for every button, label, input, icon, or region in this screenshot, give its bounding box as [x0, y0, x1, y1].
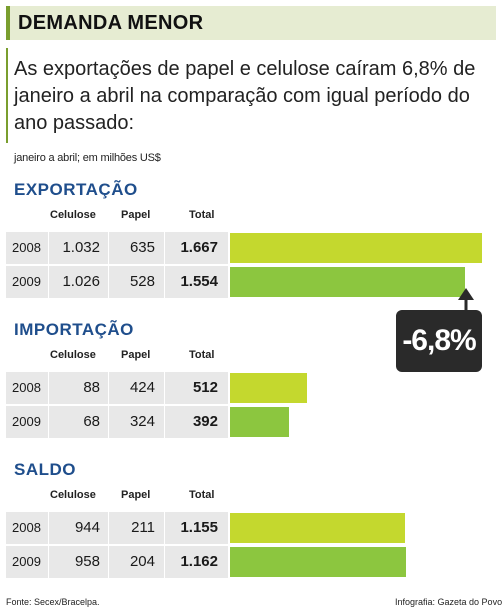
- total-value: 512: [192, 379, 218, 396]
- row-divider: [164, 372, 165, 404]
- callout-pointer: [458, 288, 474, 314]
- source-note: Fonte: Secex/Bracelpa.: [6, 597, 100, 607]
- total-value: 1.155: [180, 519, 218, 536]
- column-header-total: Total: [189, 349, 215, 361]
- row-divider: [108, 406, 109, 438]
- row-divider: [48, 406, 49, 438]
- row-divider: [108, 546, 109, 578]
- papel-value: 211: [131, 519, 155, 536]
- row-divider: [108, 512, 109, 544]
- change-badge: -6,8%: [396, 310, 482, 372]
- papel-value: 528: [129, 273, 155, 290]
- row-divider: [108, 266, 109, 298]
- papel-value: 324: [129, 413, 155, 430]
- row-divider: [164, 266, 165, 298]
- credit-note: Infografia: Gazeta do Povo: [395, 597, 503, 607]
- table-row: [6, 546, 228, 578]
- column-header-celulose: Celulose: [50, 209, 96, 221]
- column-header-papel: Papel: [121, 349, 151, 361]
- total-value: 392: [192, 413, 218, 430]
- total-value: 1.667: [180, 239, 218, 256]
- papel-value: 204: [129, 553, 155, 570]
- celulose-value: 68: [83, 413, 100, 430]
- column-header-total: Total: [189, 209, 215, 221]
- row-year: 2009: [12, 274, 41, 289]
- papel-value: 635: [129, 239, 155, 256]
- row-divider: [164, 406, 165, 438]
- bar: [230, 233, 482, 263]
- table-row: [6, 512, 228, 544]
- celulose-value: 1.026: [62, 273, 100, 290]
- bar: [230, 373, 307, 403]
- table-row: [6, 232, 228, 264]
- bar: [230, 407, 289, 437]
- celulose-value: 944: [74, 519, 100, 536]
- row-divider: [164, 232, 165, 264]
- row-divider: [48, 372, 49, 404]
- celulose-value: 1.032: [62, 239, 100, 256]
- table-row: [6, 406, 228, 438]
- celulose-value: 958: [74, 553, 100, 570]
- total-value: 1.554: [180, 273, 218, 290]
- bar: [230, 547, 406, 577]
- section-title: SALDO: [14, 460, 76, 479]
- bar: [230, 513, 405, 543]
- table-row: [6, 266, 228, 298]
- row-year: 2008: [12, 520, 41, 535]
- row-divider: [48, 232, 49, 264]
- row-year: 2009: [12, 554, 41, 569]
- papel-value: 424: [129, 379, 155, 396]
- table-row: [6, 372, 228, 404]
- column-header-total: Total: [189, 489, 215, 501]
- page-title: DEMANDA MENOR: [18, 12, 204, 34]
- total-value: 1.162: [180, 553, 218, 570]
- column-header-celulose: Celulose: [50, 349, 96, 361]
- row-year: 2009: [12, 414, 41, 429]
- column-header-celulose: Celulose: [50, 489, 96, 501]
- row-divider: [48, 512, 49, 544]
- section-title: IMPORTAÇÃO: [14, 320, 134, 339]
- column-header-papel: Papel: [121, 489, 151, 501]
- section-title: EXPORTAÇÃO: [14, 180, 138, 199]
- subtitle-rule: [6, 48, 8, 143]
- column-header-papel: Papel: [121, 209, 151, 221]
- row-divider: [48, 546, 49, 578]
- row-divider: [164, 546, 165, 578]
- bar: [230, 267, 465, 297]
- subtitle: As exportações de papel e celulose caíra…: [14, 58, 476, 134]
- row-divider: [108, 372, 109, 404]
- header-bar: DEMANDA MENOR: [6, 6, 496, 40]
- row-year: 2008: [12, 380, 41, 395]
- row-divider: [48, 266, 49, 298]
- row-divider: [164, 512, 165, 544]
- celulose-value: 88: [83, 379, 100, 396]
- unit-note: janeiro a abril; em milhões US$: [14, 152, 161, 164]
- row-divider: [108, 232, 109, 264]
- row-year: 2008: [12, 240, 41, 255]
